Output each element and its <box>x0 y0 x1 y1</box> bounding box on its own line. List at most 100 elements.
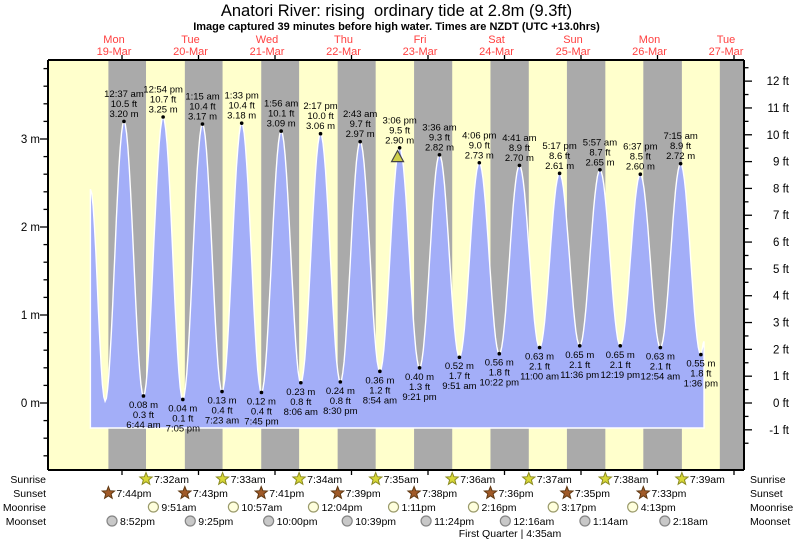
low-tide-label: 12:19 pm <box>600 370 640 381</box>
day-date-label: 24-Mar <box>479 46 514 58</box>
low-tide-label: 2.1 ft <box>610 360 631 371</box>
high-tide-label: 4:41 am <box>502 133 536 144</box>
high-tide-label: 9.3 ft <box>429 132 450 143</box>
high-tide-label: 8.5 ft <box>630 152 651 163</box>
moonrise-circle-icon <box>467 501 480 513</box>
almanac-time: 11:24pm <box>434 516 474 528</box>
low-tide-label: 2.1 ft <box>650 362 671 373</box>
high-tide-label: 4:06 pm <box>462 130 496 141</box>
high-tide-label: 9.7 ft <box>350 119 371 130</box>
low-tide-label: 0.8 ft <box>290 397 311 408</box>
high-tide-dot <box>598 168 602 172</box>
right-axis-label: 9 ft <box>773 157 790 169</box>
high-tide-label: 12:37 am <box>104 89 144 100</box>
sunset-star-icon <box>100 485 116 500</box>
high-tide-label: 8.7 ft <box>589 147 610 158</box>
high-tide-label: 2.73 m <box>465 150 494 161</box>
high-tide-label: 3:06 pm <box>382 115 416 126</box>
low-tide-label: 9:21 pm <box>402 392 436 403</box>
high-tide-label: 8.6 ft <box>549 151 570 162</box>
almanac-time: 7:33am <box>231 474 266 486</box>
day-date-label: 27-Mar <box>709 46 744 58</box>
low-tide-label: 9:51 am <box>442 381 476 392</box>
sunrise-star-icon <box>521 471 537 486</box>
almanac-time: 7:37am <box>537 474 572 486</box>
low-tide-label: 12:54 am <box>641 372 681 383</box>
almanac-time: 10:39pm <box>355 516 396 528</box>
sunset-star-icon <box>330 485 346 500</box>
high-tide-label: 2.65 m <box>585 157 614 168</box>
low-tide-dot <box>658 345 663 350</box>
day-name-label: Fri <box>414 34 427 46</box>
day-name-label: Mon <box>103 34 124 46</box>
high-tide-label: 6:37 pm <box>623 142 657 153</box>
moonrise-circle-icon <box>627 501 639 513</box>
high-tide-label: 3.20 m <box>109 109 138 120</box>
sunrise-star-icon <box>291 471 307 486</box>
moon-phase-label: First Quarter | 4:35am <box>459 528 562 539</box>
almanac-time: 10:00pm <box>277 516 318 528</box>
almanac-time: 7:41pm <box>269 488 304 500</box>
high-tide-dot <box>517 163 522 168</box>
low-tide-label: 1.7 ft <box>449 371 470 382</box>
almanac-row-label-right: Moonset <box>750 516 790 528</box>
page-subtitle: Image captured 39 minutes before high wa… <box>193 21 600 33</box>
low-tide-label: 0.52 m <box>445 361 474 372</box>
high-tide-label: 3.06 m <box>306 121 335 132</box>
day-name-label: Thu <box>334 34 353 46</box>
plot-frame <box>47 59 745 471</box>
low-tide-label: 0.36 m <box>365 375 394 386</box>
almanac-time: 7:38am <box>613 474 648 486</box>
low-tide-label: 6:44 am <box>126 420 160 431</box>
almanac-row-label-right: Sunset <box>750 488 783 500</box>
day-name-label: Tue <box>181 34 200 46</box>
axis-ticks <box>40 55 752 475</box>
day-date-label: 25-Mar <box>556 46 591 58</box>
low-tide-dot <box>457 355 462 360</box>
current-tide-marker <box>390 149 405 163</box>
page-title: Anatori River: rising ordinary tide at 2… <box>220 2 573 20</box>
high-tide-dot <box>239 121 244 125</box>
day-name-label: Sun <box>563 34 583 46</box>
right-axis-label: 1 ft <box>773 371 790 383</box>
high-tide-label: 10.0 ft <box>307 111 334 122</box>
right-axis-label: -1 ft <box>769 425 790 437</box>
sunset-star-icon <box>483 485 499 500</box>
high-tide-label: 3.09 m <box>267 119 296 130</box>
almanac-row-label-left: Moonset <box>6 516 46 528</box>
high-tide-label: 10.4 ft <box>228 101 255 112</box>
day-name-label: Mon <box>639 34 660 46</box>
high-tide-dot <box>122 119 126 124</box>
low-tide-label: 0.8 ft <box>330 396 351 407</box>
left-axis-label: 2 m <box>21 222 40 234</box>
moonset-circle-icon <box>263 515 275 527</box>
high-tide-label: 9.5 ft <box>389 125 410 136</box>
high-tide-label: 8.9 ft <box>670 141 691 152</box>
high-tide-label: 10.4 ft <box>189 102 216 113</box>
low-tide-label: 2.1 ft <box>569 360 590 371</box>
almanac-time: 7:36pm <box>498 488 533 500</box>
right-axis-label: 8 ft <box>773 183 790 195</box>
high-tide-label: 2:17 pm <box>303 101 337 112</box>
low-tide-dot <box>417 366 422 370</box>
high-tide-dot <box>161 115 165 119</box>
almanac-row-label-left: Sunset <box>13 488 46 500</box>
high-tide-label: 2.90 m <box>385 135 414 146</box>
high-tide-label: 9.0 ft <box>469 140 490 151</box>
high-tide-label: 1:56 am <box>264 99 298 110</box>
low-tide-label: 7:23 am <box>205 416 239 427</box>
high-tide-label: 2:43 am <box>343 109 377 120</box>
right-axis-label: 10 ft <box>767 130 790 142</box>
moonset-circle-icon <box>420 515 432 527</box>
high-tide-label: 3.17 m <box>188 112 217 123</box>
low-tide-label: 1.2 ft <box>369 385 390 396</box>
right-axis-label: 12 ft <box>767 76 790 88</box>
sunrise-star-icon <box>215 471 230 486</box>
right-axis-label: 7 ft <box>773 210 790 222</box>
almanac-time: 7:34am <box>307 474 342 486</box>
low-tide-dot <box>338 380 343 384</box>
high-tide-label: 8.9 ft <box>509 143 530 154</box>
sunset-star-icon <box>559 485 575 500</box>
almanac-time: 3:17pm <box>561 502 596 514</box>
